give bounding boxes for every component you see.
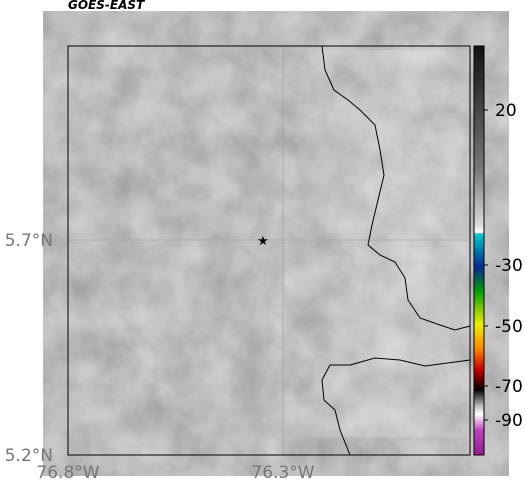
map-frame [67,45,471,456]
route: Vía Medellín - Quibdó 50km [68,29,234,43]
subtitle: Temperatura de Brillo CH13 [68,13,255,27]
x-label: 76.3°W [251,463,314,483]
colorbar-ticks [484,109,488,421]
colorbar-tick-label: -50 [495,317,523,337]
colorbar-tick-label: -30 [495,256,523,276]
colorbar [473,45,485,456]
source: SIATA [432,13,470,27]
colorbar-tick-label: -70 [495,377,523,397]
x-label: 76.8°W [36,463,99,483]
border [321,45,471,331]
y-label: 5.2°N [5,446,53,466]
border [321,357,471,456]
title: GOES-EAST [68,0,145,12]
y-label: 5.7°N [5,231,53,251]
datetime: 2024-03-08 00:29 [362,29,470,43]
colorbar-tick-label: 20 [495,101,517,121]
city-marker: ★ [257,234,269,249]
satellite-image [82,50,470,437]
colorbar-tick-label: -90 [495,411,523,431]
